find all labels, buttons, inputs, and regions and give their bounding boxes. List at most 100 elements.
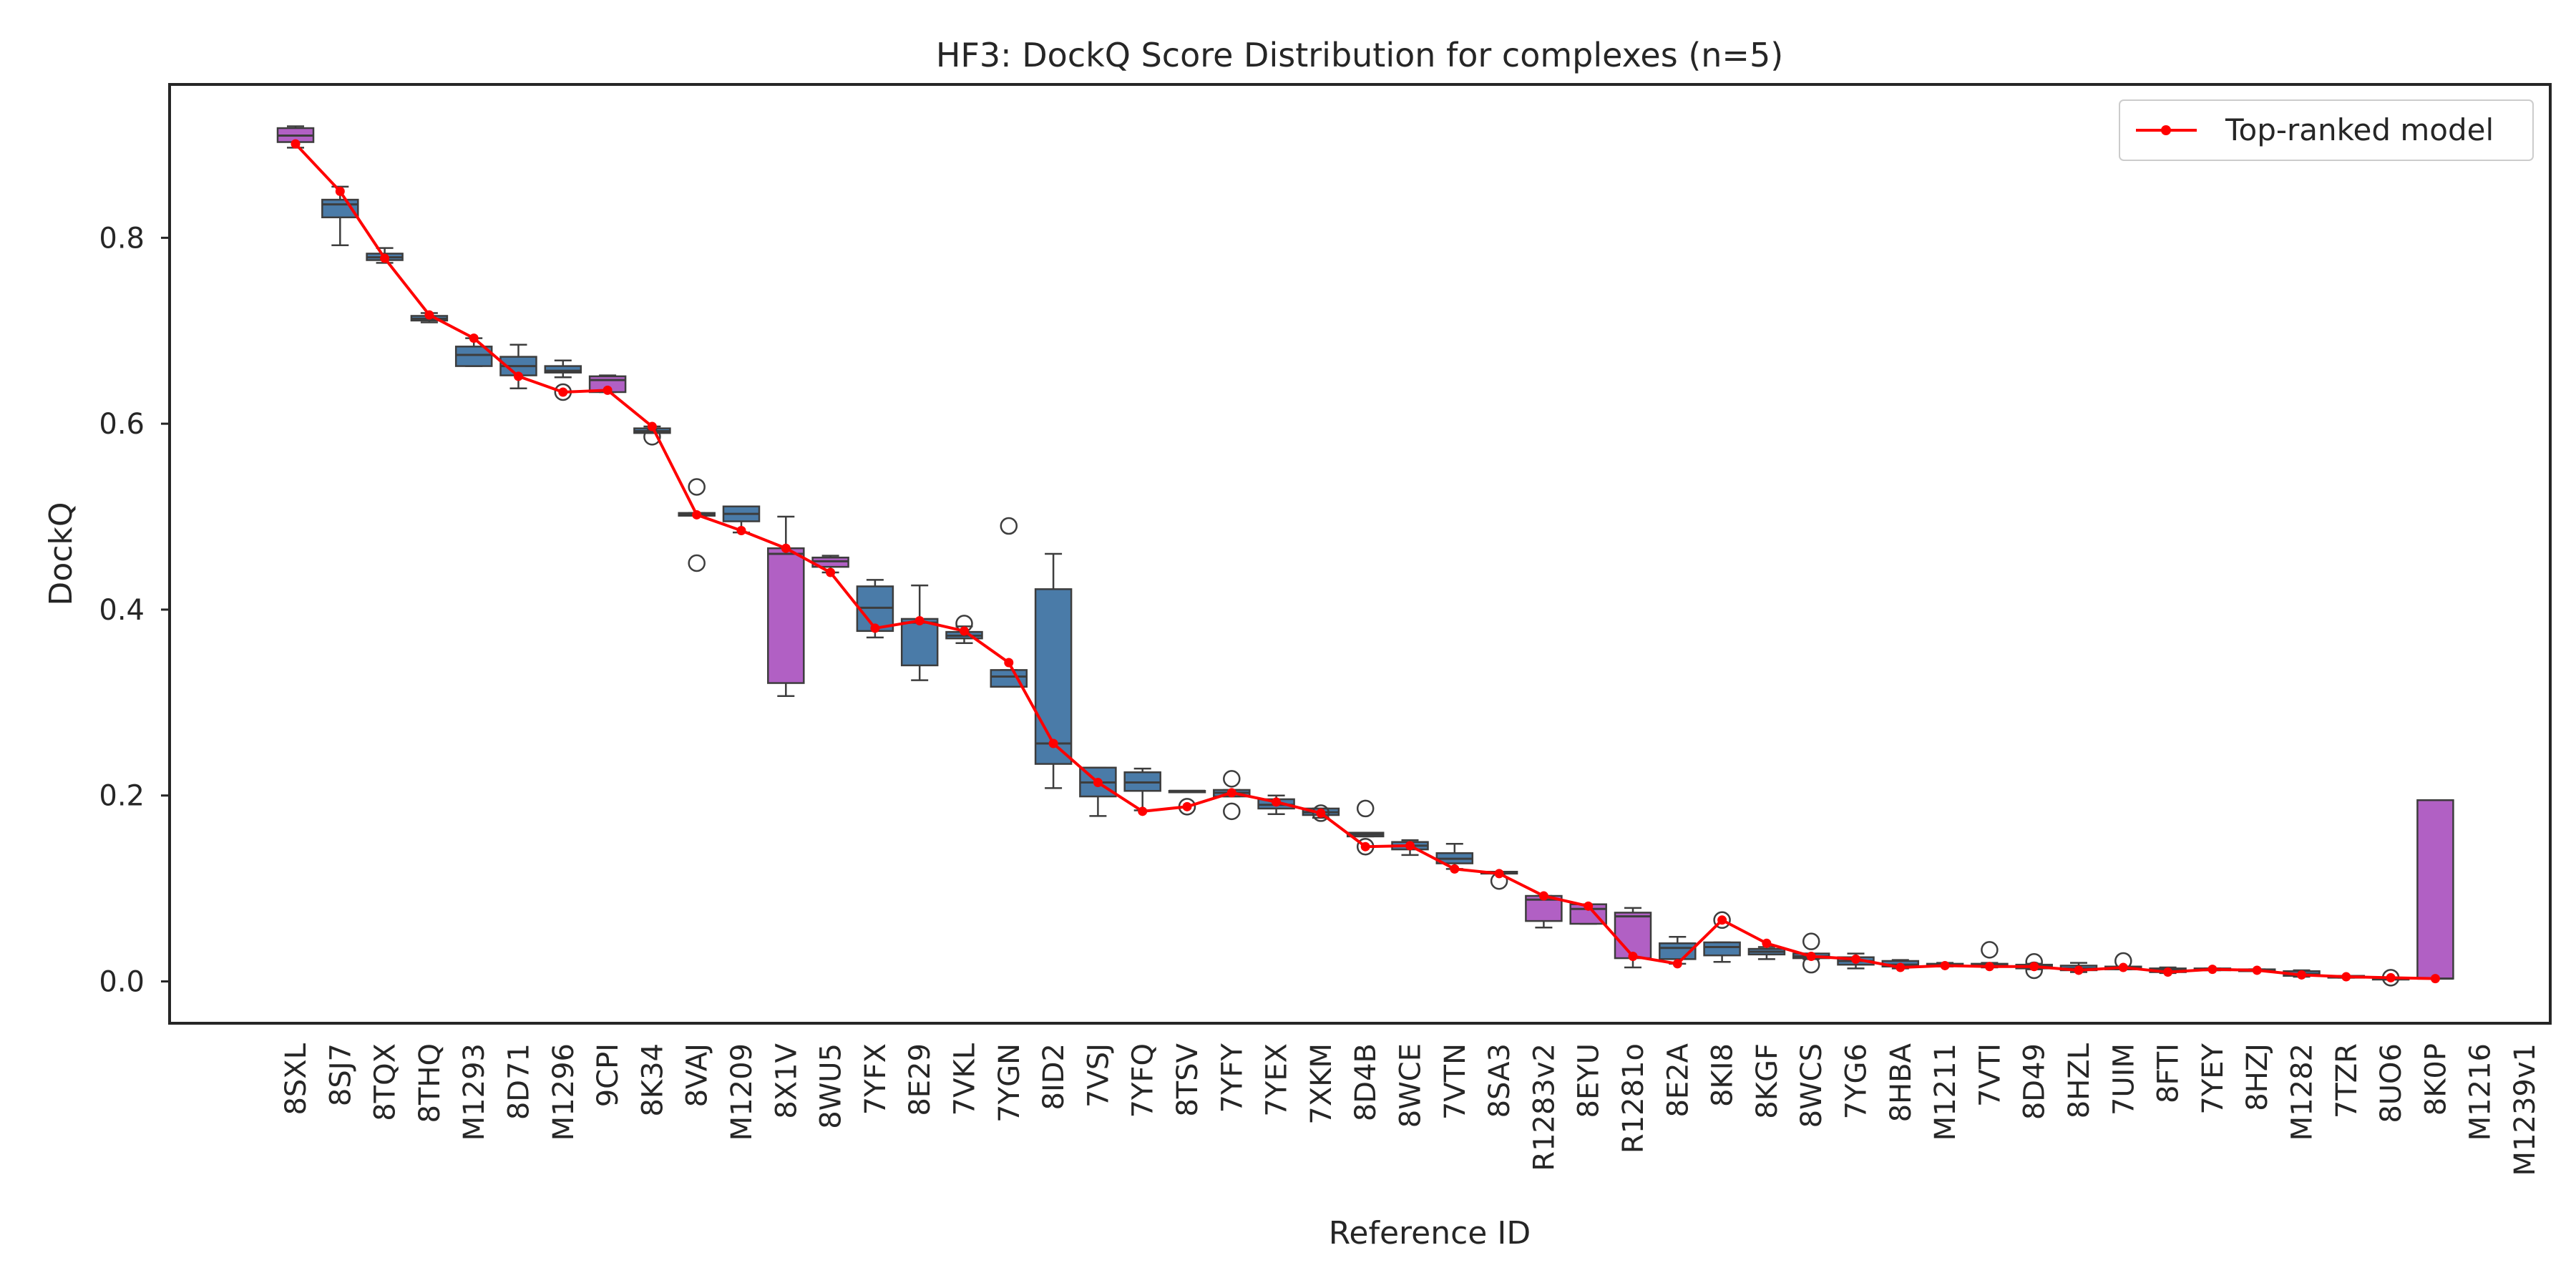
top-ranked-point: [2074, 965, 2084, 975]
box-7YFQ: [1123, 767, 1161, 811]
y-tick-label: 0.0: [99, 966, 145, 999]
legend: Top-ranked model: [2119, 99, 2534, 161]
box-8KI8: [1703, 911, 1741, 963]
x-tick-label: R1283v2: [1528, 1043, 1561, 1171]
x-tick-label: 7YFY: [1216, 1043, 1249, 1113]
top-ranked-point: [1494, 869, 1504, 879]
x-tick-label: M1282: [2286, 1043, 2319, 1141]
x-tick-label: 7XKM: [1305, 1043, 1338, 1125]
top-ranked-point: [2252, 965, 2262, 975]
legend-marker-swatch: [2161, 125, 2171, 135]
outlier-point: [1223, 770, 1241, 788]
x-tick-label: 8HZJ: [2241, 1043, 2274, 1111]
top-ranked-point: [736, 526, 746, 536]
top-ranked-point: [602, 385, 613, 395]
top-ranked-point: [1182, 801, 1192, 811]
top-ranked-point: [1984, 962, 1994, 972]
x-tick-label: 7VTI: [1974, 1043, 2006, 1107]
top-ranked-point: [2430, 974, 2440, 984]
x-tick-label: 8THQ: [414, 1043, 447, 1123]
x-tick-label: M1211: [1929, 1043, 1962, 1141]
top-ranked-point: [2118, 962, 2128, 972]
top-ranked-point: [2386, 972, 2396, 982]
top-ranked-point: [1405, 841, 1415, 851]
x-tick-label: 8KI8: [1707, 1043, 1740, 1107]
box-body: [990, 669, 1028, 688]
box-body: [1614, 912, 1652, 960]
top-ranked-point: [558, 387, 568, 397]
box-7YFX: [856, 579, 894, 639]
x-tick-label: 8FTI: [2152, 1043, 2185, 1103]
x-tick-label: 7YG6: [1840, 1043, 1873, 1119]
outlier-point: [1356, 799, 1375, 818]
top-ranked-point: [2207, 965, 2218, 975]
top-ranked-point: [960, 626, 969, 636]
x-tick-label: 8SA3: [1483, 1043, 1516, 1118]
x-tick-label: 8ID2: [1038, 1043, 1070, 1111]
top-ranked-point: [1226, 788, 1236, 798]
x-tick-label: 9CPI: [592, 1043, 625, 1107]
x-tick-label: 7YGN: [993, 1043, 1026, 1123]
x-tick-label: 8WU5: [815, 1043, 848, 1129]
x-tick-label: M1239v1: [2509, 1043, 2542, 1176]
box-7VTN: [1435, 843, 1474, 870]
x-axis-title: Reference ID: [1329, 1215, 1531, 1252]
x-tick-label: 8SXL: [280, 1043, 313, 1115]
x-tick-label: 8WCS: [1795, 1043, 1828, 1128]
top-ranked-point: [1584, 901, 1594, 911]
box-R1281o: [1614, 907, 1652, 969]
x-tick-label: 8WCE: [1395, 1043, 1428, 1128]
x-tick-label: 7VKL: [949, 1043, 982, 1116]
top-ranked-point: [1762, 938, 1772, 948]
box-M1293: [454, 337, 493, 367]
top-ranked-point: [1940, 960, 1950, 970]
y-tick-label: 0.8: [99, 222, 145, 255]
top-ranked-point: [1450, 864, 1460, 874]
x-tick-label: 8EYU: [1573, 1043, 1606, 1118]
x-tick-label: 8HZL: [2063, 1043, 2096, 1118]
box-body: [767, 547, 805, 684]
box-body: [2416, 799, 2454, 980]
box-body: [900, 618, 939, 667]
box-body: [1034, 588, 1073, 765]
top-ranked-point: [2029, 962, 2039, 972]
x-tick-label: 8X1V: [770, 1043, 803, 1118]
x-tick-label: 8E29: [904, 1043, 937, 1116]
top-ranked-point: [647, 421, 657, 431]
x-tick-label: 7YEY: [2197, 1043, 2230, 1114]
x-tick-label: 8D4B: [1350, 1043, 1382, 1121]
top-ranked-point: [2341, 972, 2351, 982]
chart-title: HF3: DockQ Score Distribution for comple…: [936, 36, 1783, 74]
x-axis-ticks: 8SXL 8SJ7 8TQX 8THQ M1293 8D71 M1296 9CPI 8K34 8V…: [280, 1043, 2542, 1176]
box-8K0P: [2416, 799, 2454, 980]
x-tick-label: 7YFX: [859, 1043, 892, 1115]
y-axis-ticks: 0.0 0.2 0.4 0.6 0.8: [99, 222, 170, 999]
top-ranked-point: [1672, 959, 1682, 969]
top-ranked-point: [870, 623, 880, 633]
top-ranked-point: [1272, 797, 1282, 807]
box-8ID2: [1034, 552, 1073, 789]
top-ranked-point: [1004, 658, 1014, 668]
x-tick-label: 8VAJ: [681, 1043, 714, 1107]
top-ranked-point: [1851, 954, 1860, 964]
top-ranked-point: [826, 567, 836, 577]
x-tick-label: 8K0P: [2419, 1043, 2452, 1116]
x-tick-label: 8D71: [503, 1043, 536, 1120]
x-tick-label: 7VTN: [1439, 1043, 1472, 1120]
x-tick-label: M1216: [2464, 1043, 2497, 1141]
box-body: [454, 346, 493, 367]
top-ranked-point: [914, 616, 924, 626]
x-tick-label: M1209: [726, 1043, 758, 1141]
top-ranked-point: [335, 186, 345, 196]
x-tick-label: 8TQX: [369, 1043, 402, 1121]
x-tick-label: 8K34: [636, 1043, 669, 1117]
outlier-point: [688, 554, 706, 572]
outlier-point: [1312, 804, 1330, 822]
top-ranked-point: [469, 333, 479, 343]
x-tick-label: 8UO6: [2375, 1043, 2408, 1123]
legend-frame: [2119, 99, 2534, 161]
top-ranked-point: [1896, 962, 1906, 972]
top-ranked-point: [1628, 951, 1638, 961]
